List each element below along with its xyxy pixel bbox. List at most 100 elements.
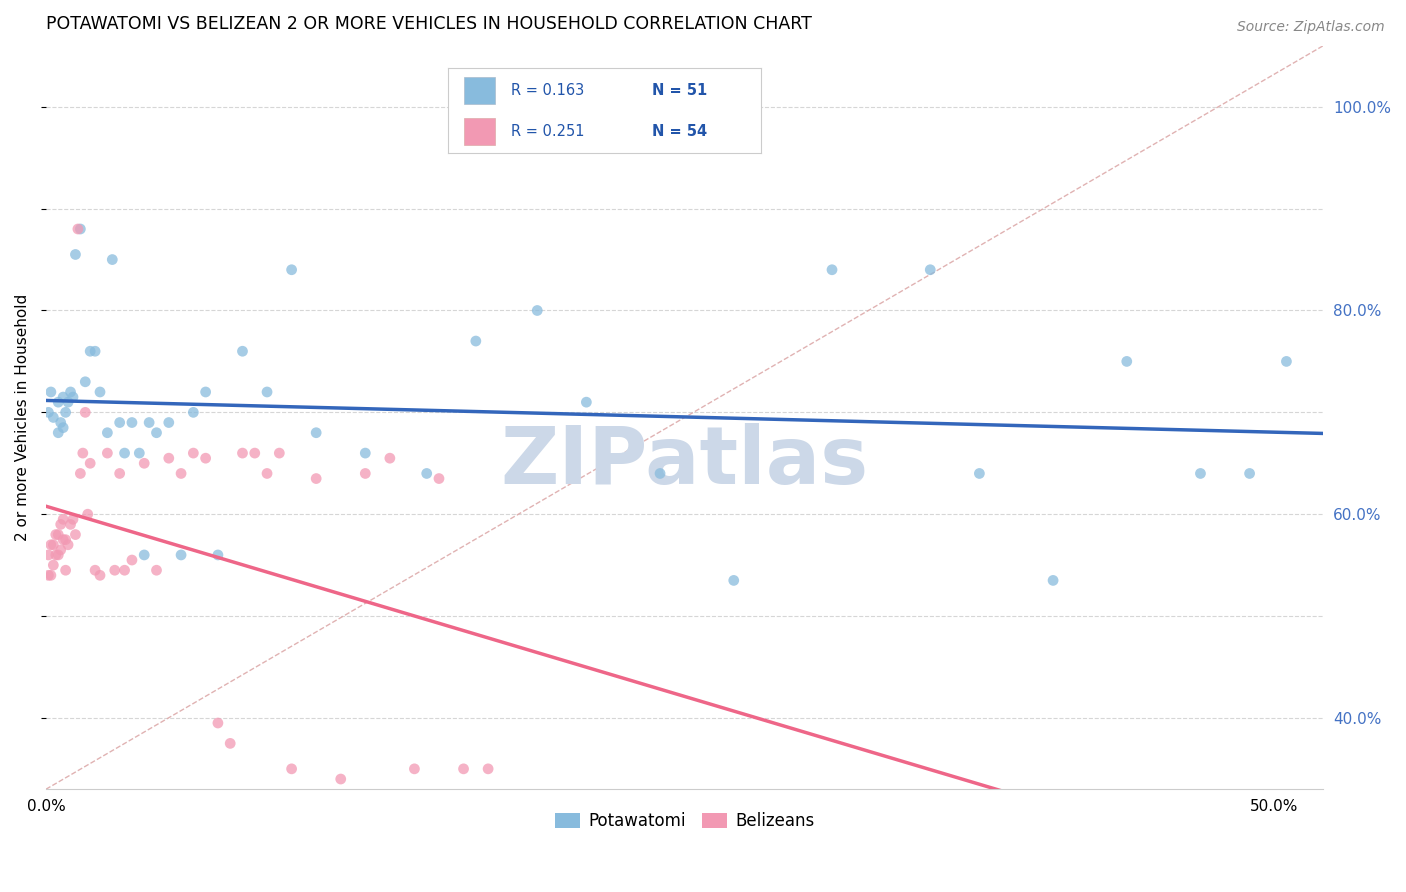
Point [280, 762, 302, 776]
Point [170, 548, 193, 562]
Point [1189, 467, 1212, 481]
Point [114, 563, 136, 577]
Point [207, 716, 229, 731]
Point [1042, 574, 1064, 588]
Point [39, 568, 62, 582]
Point [415, 467, 437, 481]
Point [183, 405, 205, 419]
Point [46, 548, 69, 562]
Point [1239, 467, 1261, 481]
Point [75, 405, 97, 419]
Point [79, 344, 101, 359]
Point [55, 533, 77, 547]
Point [52, 512, 75, 526]
Point [59, 517, 82, 532]
Point [354, 467, 377, 481]
Point [170, 467, 193, 481]
Point [56, 538, 79, 552]
Point [104, 563, 127, 577]
Point [183, 446, 205, 460]
Point [207, 548, 229, 562]
Y-axis label: 2 or more Vehicles in Household: 2 or more Vehicles in Household [15, 293, 30, 541]
Point [84, 563, 107, 577]
Point [305, 425, 328, 440]
Point [145, 563, 167, 577]
Point [821, 262, 844, 277]
Point [194, 384, 217, 399]
Point [134, 456, 156, 470]
Point [76, 507, 98, 521]
Point [219, 736, 242, 750]
Point [121, 553, 143, 567]
Point [138, 416, 160, 430]
Point [72, 446, 94, 460]
Point [723, 574, 745, 588]
Point [121, 416, 143, 430]
Point [69, 222, 91, 236]
Point [42, 538, 65, 552]
Point [42, 410, 65, 425]
Point [108, 416, 131, 430]
Point [101, 252, 124, 267]
Point [280, 262, 302, 277]
Point [231, 446, 253, 460]
Point [62, 390, 84, 404]
Point [108, 467, 131, 481]
Point [42, 558, 65, 573]
Point [37, 568, 59, 582]
Point [256, 384, 278, 399]
Point [354, 446, 377, 460]
Point [477, 762, 499, 776]
Point [46, 395, 69, 409]
Point [39, 538, 62, 552]
Point [329, 772, 352, 786]
Point [52, 533, 75, 547]
Point [427, 471, 450, 485]
Point [96, 425, 118, 440]
Point [84, 344, 107, 359]
Point [453, 762, 475, 776]
Point [194, 451, 217, 466]
Point [55, 563, 77, 577]
Point [52, 390, 75, 404]
Point [526, 303, 548, 318]
Point [56, 395, 79, 409]
Point [305, 471, 328, 485]
Point [378, 451, 401, 466]
Point [575, 395, 598, 409]
Point [69, 467, 91, 481]
Point [39, 384, 62, 399]
Point [648, 467, 671, 481]
Point [114, 446, 136, 460]
Point [89, 568, 111, 582]
Legend: Potawatomi, Belizeans: Potawatomi, Belizeans [548, 805, 821, 837]
Point [65, 527, 87, 541]
Point [75, 375, 97, 389]
Point [920, 262, 942, 277]
Point [231, 344, 253, 359]
Point [134, 548, 156, 562]
Point [55, 405, 77, 419]
Point [157, 416, 180, 430]
Text: Source: ZipAtlas.com: Source: ZipAtlas.com [1237, 20, 1385, 34]
Point [89, 384, 111, 399]
Point [269, 446, 291, 460]
Point [66, 222, 89, 236]
Point [145, 425, 167, 440]
Point [157, 451, 180, 466]
Point [65, 247, 87, 261]
Point [49, 542, 72, 557]
Point [464, 334, 486, 348]
Point [45, 527, 67, 541]
Point [49, 416, 72, 430]
Point [79, 456, 101, 470]
Point [62, 512, 84, 526]
Text: ZIPatlas: ZIPatlas [501, 423, 869, 501]
Point [52, 420, 75, 434]
Point [46, 527, 69, 541]
Point [256, 467, 278, 481]
Point [243, 446, 266, 460]
Point [969, 467, 991, 481]
Point [49, 517, 72, 532]
Point [96, 446, 118, 460]
